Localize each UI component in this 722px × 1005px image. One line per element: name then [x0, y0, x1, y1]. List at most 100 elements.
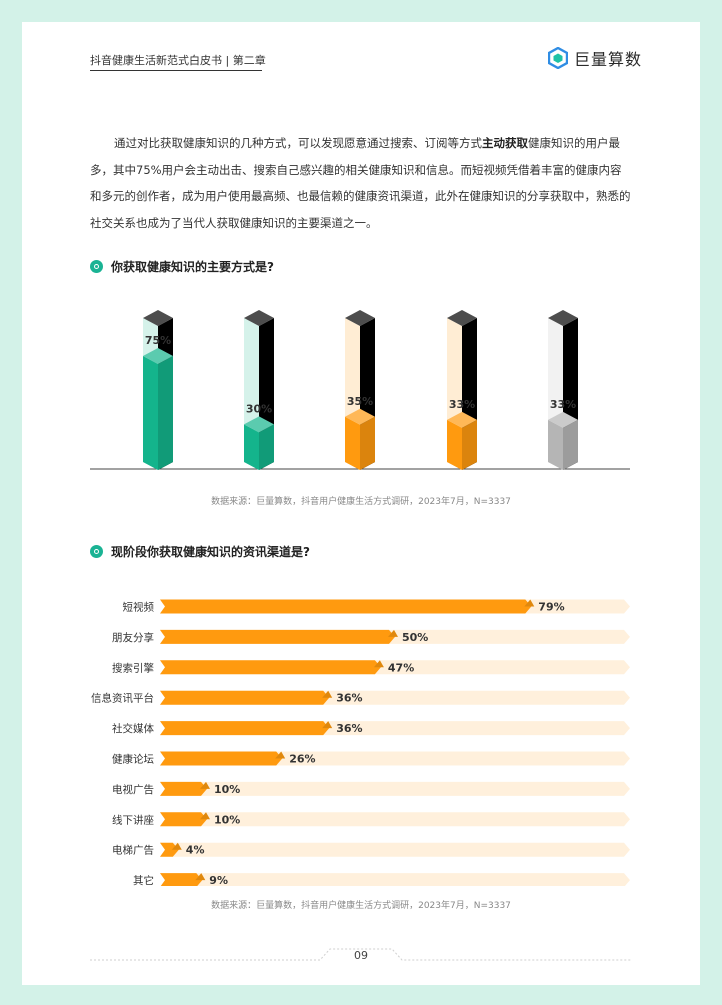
- hbar-tip-shade: [171, 842, 182, 850]
- value-label: 30%: [246, 402, 272, 415]
- bar-value-2-left-face: [244, 424, 259, 470]
- hbar-8: [160, 812, 630, 827]
- bar-track-2-top-face: [244, 310, 274, 326]
- bar-track-4-top-face: [447, 310, 477, 326]
- hbar-value-label: 50%: [402, 631, 428, 644]
- hbar-tip-shade: [200, 781, 210, 789]
- hbar-category-label: 朋友分享: [112, 631, 154, 644]
- juliang-logo-icon: [548, 47, 568, 69]
- hbar-value: [160, 629, 395, 644]
- hbar-value-label: 9%: [209, 874, 228, 886]
- page: 抖音健康生活新范式白皮书 | 第二章 巨量算数 通过对比获取健康知识的几种方式，…: [22, 22, 700, 985]
- section1-title: 你获取健康知识的主要方式是?: [90, 258, 274, 275]
- page-number: 09: [354, 949, 368, 962]
- bar-track-3-top-face: [345, 310, 375, 326]
- hbar-value-label: 47%: [388, 661, 414, 674]
- source-note-2: 数据来源：巨量算数，抖音用户健康生活方式调研，2023年7月，N=3337: [211, 901, 511, 911]
- hbar-value-label: 26%: [289, 753, 315, 766]
- hbar-value: [160, 781, 207, 796]
- hbar-category-label: 线下讲座: [112, 813, 154, 826]
- hbar-5: [160, 721, 630, 736]
- hbar-value: [160, 599, 532, 614]
- hbar-category-label: 电梯广告: [112, 844, 154, 857]
- bar-value-2-right-face: [259, 424, 274, 470]
- logo-text: 巨量算数: [574, 50, 643, 69]
- source-note-1: 数据来源：巨量算数，抖音用户健康生活方式调研，2023年7月，N=3337: [211, 497, 511, 507]
- intro-paragraph: 通过对比获取健康知识的几种方式，可以发现愿意通过搜索、订阅等方式主动获取健康知识…: [90, 130, 632, 236]
- hbar-3: [160, 660, 630, 675]
- hbar-category-label: 短视频: [123, 601, 155, 614]
- hbar-category-label: 电视广告: [112, 783, 154, 796]
- bar-1: [143, 310, 173, 470]
- bar-2: [244, 310, 274, 470]
- bar-4: [447, 310, 477, 470]
- bar-value-1-left-face: [143, 356, 158, 470]
- bar-track-1-top-face: [143, 310, 173, 326]
- hbar-value: [160, 812, 207, 827]
- value-label: 35%: [347, 395, 373, 408]
- chart-access-methods: 75%主动搜索30%订阅推送35%朋友分享33%医生指令33%随缘: [90, 310, 630, 470]
- hbar-tip-shade: [200, 812, 210, 820]
- intro-text-2: 健康知识的用户最多，其中75%用户会主动出击、搜索自己感兴趣的相关健康知识和信息…: [90, 136, 631, 230]
- chart-info-channels: 79% 短视频 50% 朋友分享 47% 搜索引擎 36% 信息资讯平台 36% 社交媒体 26% 健…: [91, 599, 630, 886]
- hbar-1: [160, 599, 630, 614]
- hbar-tip-shade: [388, 629, 398, 637]
- bar-value-5-left-face: [548, 419, 563, 470]
- hbar-value-label: 36%: [336, 692, 362, 705]
- value-label: 33%: [449, 398, 475, 411]
- hbar-category-label: 信息资讯平台: [91, 692, 154, 705]
- hbar-tip-shade: [195, 873, 206, 881]
- hbar-2: [160, 629, 630, 644]
- logo: 巨量算数: [548, 46, 642, 70]
- hbar-track: [160, 842, 630, 857]
- hbar-6: [160, 751, 630, 766]
- hbar-value-label: 36%: [336, 722, 362, 735]
- bar-value-1-right-face: [158, 356, 173, 470]
- target-icon: [90, 545, 103, 558]
- hbar-value-label: 10%: [214, 783, 240, 796]
- hbar-value: [160, 660, 381, 675]
- hbar-value: [160, 751, 283, 766]
- hbar-7: [160, 781, 630, 796]
- hbar-10: [160, 873, 630, 886]
- hbar-track: [160, 781, 630, 796]
- hbar-value: [160, 873, 203, 886]
- bar-value-3-right-face: [360, 416, 375, 470]
- bar-value-4-top-face: [447, 411, 477, 428]
- value-label: 33%: [550, 398, 576, 411]
- hbar-category-label: 搜索引擎: [112, 661, 154, 674]
- bar-value-4-right-face: [462, 419, 477, 470]
- hbar-value: [160, 721, 330, 736]
- bar-value-5-top-face: [548, 411, 578, 428]
- hbar-category-label: 社交媒体: [112, 722, 154, 735]
- hbar-4: [160, 690, 630, 705]
- header-rule: [90, 70, 262, 71]
- hbar-tip-shade: [373, 660, 384, 668]
- bar-5: [548, 310, 578, 470]
- hbar-tip-shade: [322, 690, 333, 698]
- footer-divider: [90, 948, 632, 961]
- hbar-tip-shade: [322, 721, 333, 729]
- bar-track-5-top-face: [548, 310, 578, 326]
- hbar-value: [160, 690, 330, 705]
- hbar-value-label: 79%: [538, 601, 564, 614]
- bar-value-3-top-face: [345, 408, 375, 425]
- section2-title-text: 现阶段你获取健康知识的资讯渠道是?: [111, 545, 310, 559]
- intro-text-1: 通过对比获取健康知识的几种方式，可以发现愿意通过搜索、订阅等方式: [114, 136, 482, 150]
- hbar-9: [160, 842, 630, 857]
- hbar-track: [160, 873, 630, 886]
- hbar-category-label: 健康论坛: [112, 753, 154, 766]
- hbar-track: [160, 812, 630, 827]
- section1-title-text: 你获取健康知识的主要方式是?: [111, 260, 274, 274]
- target-icon: [90, 260, 103, 273]
- header-title: 抖音健康生活新范式白皮书 | 第二章: [90, 54, 266, 67]
- section2-title: 现阶段你获取健康知识的资讯渠道是?: [90, 543, 310, 560]
- bar-value-3-left-face: [345, 416, 360, 470]
- bar-value-2-top-face: [244, 416, 274, 433]
- hbar-tip-shade: [524, 599, 535, 607]
- hbar-value: [160, 842, 179, 857]
- bar-value-5-right-face: [563, 419, 578, 470]
- hbar-tip-shade: [275, 751, 286, 759]
- footer: 09: [90, 946, 632, 966]
- intro-bold: 主动获取: [482, 136, 528, 150]
